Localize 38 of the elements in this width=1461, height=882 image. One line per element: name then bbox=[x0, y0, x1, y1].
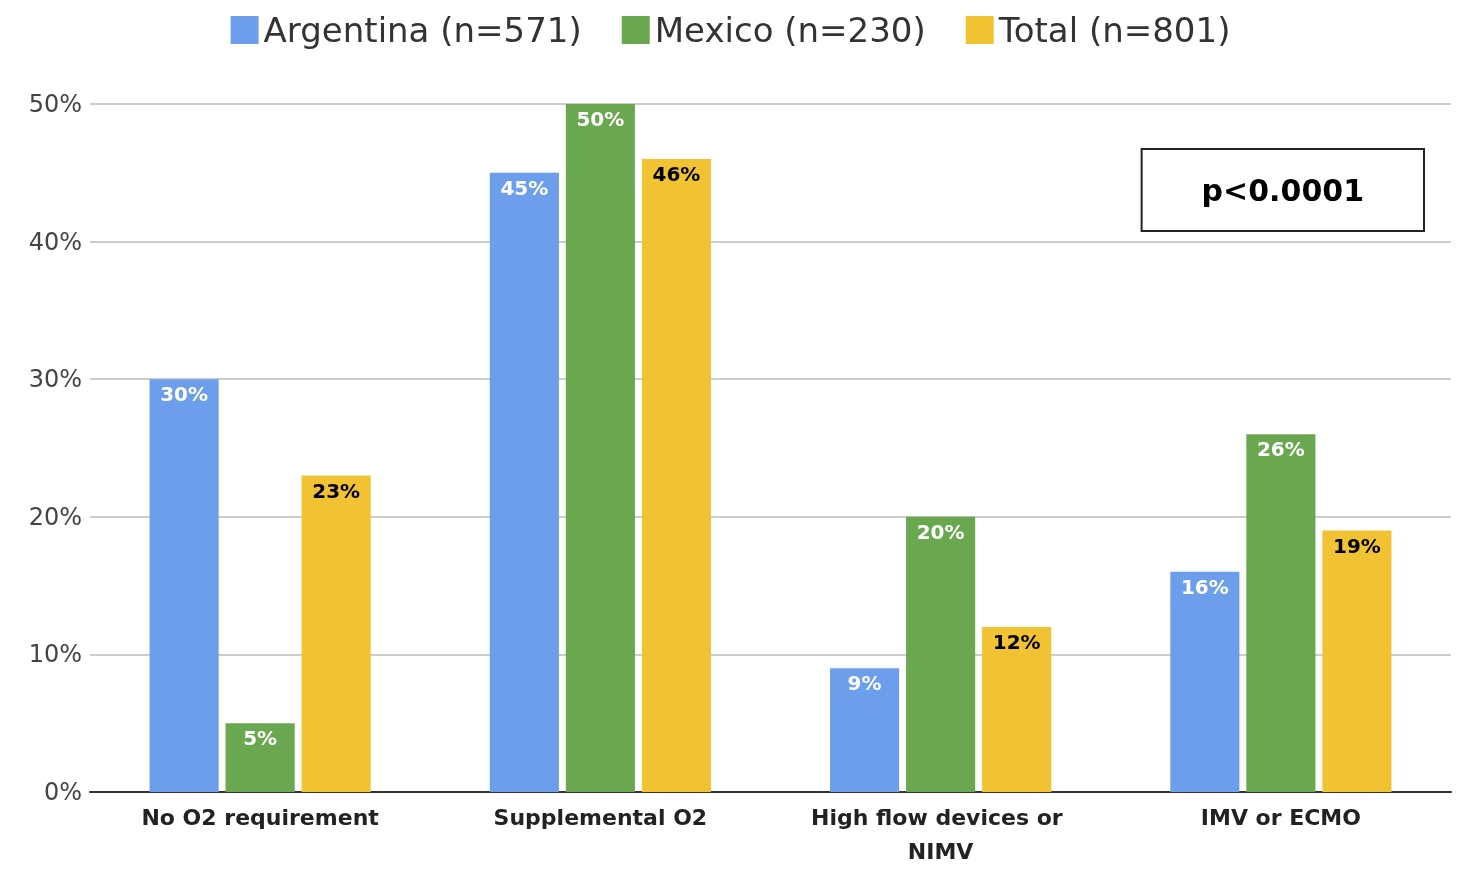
y-tick-label: 30% bbox=[28, 365, 82, 394]
data-label: 23% bbox=[312, 478, 361, 503]
annotation: p<0.0001 bbox=[1201, 172, 1365, 208]
data-label: 5% bbox=[243, 726, 278, 751]
bar bbox=[1246, 434, 1316, 792]
legend-label: Mexico (n=230) bbox=[654, 10, 926, 50]
data-label: 16% bbox=[1180, 574, 1229, 599]
y-tick-label: 0% bbox=[43, 778, 82, 806]
data-label: 46% bbox=[652, 162, 701, 187]
bar bbox=[1170, 571, 1240, 792]
bar bbox=[641, 159, 711, 792]
data-label: 20% bbox=[916, 519, 965, 544]
bar bbox=[225, 723, 295, 792]
y-tick-label: 20% bbox=[28, 502, 82, 531]
bar bbox=[149, 379, 219, 792]
data-label: 45% bbox=[500, 175, 549, 200]
bar bbox=[301, 475, 371, 792]
x-tick-label: Supplemental O2 bbox=[493, 804, 708, 830]
y-tick-label: 10% bbox=[28, 640, 82, 669]
data-label: 26% bbox=[1256, 437, 1305, 462]
bar bbox=[489, 172, 559, 792]
x-tick-label: High flow devices or NIMV bbox=[810, 804, 1071, 864]
bar bbox=[830, 668, 900, 792]
data-label: 12% bbox=[992, 629, 1041, 654]
data-label: 50% bbox=[576, 107, 625, 131]
data-label: 9% bbox=[847, 671, 882, 696]
legend-label: Total (n=801) bbox=[997, 10, 1231, 50]
data-label: 19% bbox=[1332, 533, 1381, 558]
bar bbox=[1322, 530, 1392, 792]
bar bbox=[906, 516, 976, 792]
y-tick-label: 50% bbox=[28, 90, 82, 118]
x-tick-label: IMV or ECMO bbox=[1200, 804, 1361, 830]
legend-label: Argentina (n=571) bbox=[263, 10, 582, 50]
bar bbox=[982, 626, 1052, 792]
x-tick-label: No O2 requirement bbox=[141, 804, 380, 830]
bar bbox=[565, 104, 635, 792]
data-label: 30% bbox=[160, 382, 209, 407]
y-tick-label: 40% bbox=[28, 227, 82, 256]
